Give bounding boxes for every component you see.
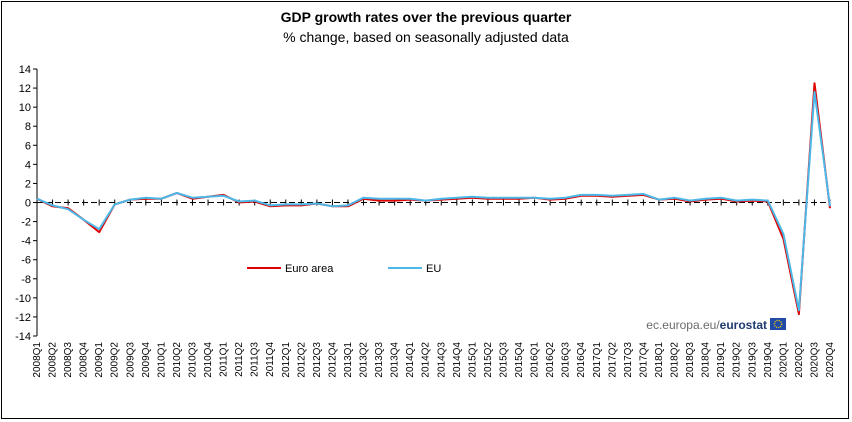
x-tick-label: 2013Q2 <box>359 342 370 378</box>
x-tick-label: 2019Q4 <box>763 342 774 378</box>
y-tick-label: 6 <box>25 140 31 152</box>
y-tick-label: -8 <box>21 274 31 286</box>
y-tick-label: 10 <box>19 102 31 114</box>
x-tick-label: 2018Q2 <box>670 342 681 378</box>
y-axis: 14 12 10 8 6 4 2 0 -2 -4 -6 -8 -10 -12 -14 <box>15 64 38 343</box>
x-tick-label: 2010Q1 <box>156 342 167 378</box>
x-tick-label: 2012Q2 <box>296 342 307 378</box>
x-tick-label: 2010Q4 <box>203 342 214 378</box>
y-tick-label: 14 <box>19 64 31 76</box>
x-tick-label: 2016Q4 <box>576 342 587 378</box>
x-tick-label: 2014Q3 <box>436 342 447 378</box>
x-tick-label: 2008Q1 <box>32 342 43 378</box>
x-tick-label: 2020Q1 <box>778 342 789 378</box>
y-tick-label: 12 <box>19 83 31 95</box>
series-line-eu <box>36 90 831 312</box>
x-tick-label: 2011Q2 <box>234 342 245 377</box>
x-tick-label: 2010Q2 <box>172 342 183 378</box>
y-tick-label: -4 <box>21 236 31 248</box>
y-tick-label: 2 <box>25 178 31 190</box>
x-tick-label: 2017Q2 <box>607 342 618 378</box>
x-tick-label: 2015Q3 <box>498 342 509 378</box>
x-tick-label: 2018Q3 <box>685 342 696 378</box>
x-tick-label: 2018Q1 <box>654 342 665 378</box>
y-tick-label: -6 <box>21 255 31 267</box>
y-tick-label: -12 <box>15 312 31 324</box>
x-tick-label: 2019Q3 <box>747 342 758 378</box>
chart-subtitle: % change, based on seasonally adjusted d… <box>283 29 569 45</box>
x-tick-label: 2013Q4 <box>390 342 401 378</box>
y-tick-label: 0 <box>25 198 31 210</box>
x-tick-label: 2016Q3 <box>561 342 572 378</box>
x-tick-label: 2009Q4 <box>141 342 152 378</box>
x-axis: 2008Q1 2008Q2 2008Q3 2008Q4 2009Q1 2009Q2 2009… <box>32 199 836 378</box>
x-tick-label: 2020Q3 <box>809 342 820 378</box>
x-tick-label: 2017Q4 <box>638 342 649 378</box>
x-tick-label: 2014Q1 <box>405 342 416 378</box>
eu-flag-icon <box>770 318 786 330</box>
x-tick-label: 2015Q1 <box>467 342 478 378</box>
chart-title: GDP growth rates over the previous quart… <box>281 9 572 25</box>
x-tick-label: 2017Q3 <box>623 342 634 378</box>
x-tick-label: 2013Q3 <box>374 342 385 378</box>
x-tick-label: 2014Q4 <box>452 342 463 378</box>
legend-label: EU <box>426 263 441 275</box>
legend: Euro area EU <box>247 263 441 275</box>
y-tick-label: -2 <box>21 217 31 229</box>
x-tick-label: 2017Q1 <box>592 342 603 378</box>
x-tick-label: 2012Q4 <box>327 342 338 378</box>
y-tick-label: 8 <box>25 121 31 133</box>
source-brand: eurostat <box>720 318 767 332</box>
y-tick-label: 4 <box>25 159 31 171</box>
x-tick-label: 2012Q1 <box>281 342 292 378</box>
x-tick-label: 2019Q1 <box>716 342 727 378</box>
y-tick-label: -10 <box>15 293 31 305</box>
x-tick-label: 2018Q4 <box>701 342 712 378</box>
x-tick-label: 2008Q3 <box>63 342 74 378</box>
svg-text:ec.europa.eu/eurostat: ec.europa.eu/eurostat <box>646 318 767 332</box>
x-tick-label: 2015Q2 <box>483 342 494 378</box>
x-tick-label: 2012Q3 <box>312 342 323 378</box>
x-tick-label: 2015Q4 <box>514 342 525 378</box>
x-tick-label: 2009Q3 <box>125 342 136 378</box>
x-tick-label: 2014Q2 <box>421 342 432 378</box>
x-tick-label: 2020Q4 <box>825 342 836 378</box>
x-tick-label: 2019Q2 <box>732 342 743 378</box>
x-tick-label: 2011Q3 <box>250 342 261 377</box>
x-tick-label: 2008Q2 <box>48 342 59 378</box>
series-layer <box>36 82 831 316</box>
x-tick-label: 2011Q4 <box>265 342 276 377</box>
x-tick-label: 2011Q1 <box>219 342 230 377</box>
x-tick-label: 2008Q4 <box>79 342 90 378</box>
x-tick-label: 2016Q2 <box>545 342 556 378</box>
x-tick-label: 2009Q1 <box>94 342 105 378</box>
source-credit: ec.europa.eu/eurostat <box>646 318 786 332</box>
y-tick-label: -14 <box>15 331 31 343</box>
source-site: ec.europa.eu/ <box>646 318 720 332</box>
x-tick-label: 2010Q3 <box>187 342 198 378</box>
x-tick-label: 2016Q1 <box>530 342 541 378</box>
x-tick-label: 2013Q1 <box>343 342 354 378</box>
x-tick-label: 2020Q2 <box>794 342 805 378</box>
eu-stars-icon <box>773 319 783 329</box>
legend-label: Euro area <box>285 263 334 275</box>
x-tick-label: 2009Q2 <box>110 342 121 378</box>
